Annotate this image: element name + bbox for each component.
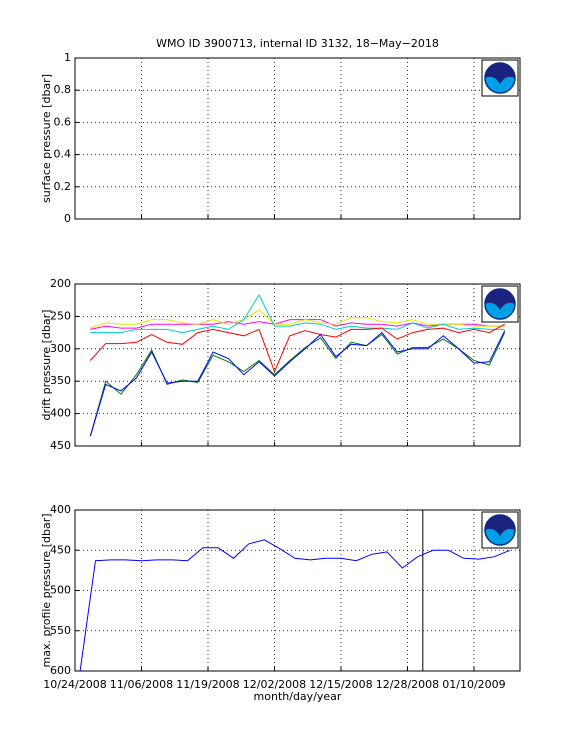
y-axis-label: surface pressure [dbar] bbox=[40, 74, 53, 203]
logo-bird bbox=[485, 515, 515, 536]
y-tick-label: 200 bbox=[50, 277, 71, 290]
plot-border bbox=[74, 57, 521, 220]
x-axis-label: month/day/year bbox=[254, 690, 342, 703]
y-tick-label: 300 bbox=[50, 342, 71, 355]
y-tick-label: 0 bbox=[64, 212, 71, 225]
y-tick-label: 0.8 bbox=[54, 83, 72, 96]
x-tick-label: 11/19/2008 bbox=[176, 678, 239, 691]
x-tick-label: 12/02/2008 bbox=[243, 678, 306, 691]
plot-area bbox=[74, 283, 521, 447]
x-tick-label: 01/10/2009 bbox=[442, 678, 505, 691]
y-tick-label: 0.4 bbox=[54, 148, 72, 161]
y-tick-label: 350 bbox=[50, 374, 71, 387]
y-tick-label: 550 bbox=[50, 624, 71, 637]
chart-title: WMO ID 3900713, internal ID 3132, 18−May… bbox=[156, 37, 439, 50]
y-tick-label: 0.6 bbox=[54, 115, 72, 128]
data-line bbox=[89, 323, 505, 373]
y-tick-label: 0.2 bbox=[54, 180, 72, 193]
y-axis-label: max. profile pressure [dbar] bbox=[40, 513, 53, 667]
x-tick-label: 12/28/2008 bbox=[376, 678, 439, 691]
data-line bbox=[89, 330, 506, 437]
plot-border bbox=[74, 509, 521, 672]
y-tick-label: 400 bbox=[50, 407, 71, 420]
y-tick-label: 250 bbox=[50, 309, 71, 322]
y-tick-label: 450 bbox=[50, 439, 71, 452]
data-line bbox=[90, 319, 505, 330]
x-tick-label: 11/06/2008 bbox=[110, 678, 173, 691]
y-tick-label: 1 bbox=[64, 51, 71, 64]
y-tick-label: 600 bbox=[50, 664, 71, 677]
data-line bbox=[90, 293, 505, 334]
y-tick-label: 500 bbox=[50, 584, 71, 597]
x-tick-label: 12/15/2008 bbox=[309, 678, 372, 691]
data-line bbox=[79, 539, 510, 672]
x-tick-label: 10/24/2008 bbox=[43, 678, 106, 691]
data-line bbox=[90, 309, 505, 329]
y-tick-label: 400 bbox=[50, 503, 71, 516]
logo-bird bbox=[485, 63, 515, 84]
plot-area bbox=[74, 509, 521, 672]
y-axis-label: drift pressure [dbar] bbox=[40, 310, 53, 421]
y-tick-label: 450 bbox=[50, 543, 71, 556]
logo-bird bbox=[485, 289, 515, 310]
plot-border bbox=[74, 283, 521, 447]
plot-area bbox=[74, 57, 521, 220]
